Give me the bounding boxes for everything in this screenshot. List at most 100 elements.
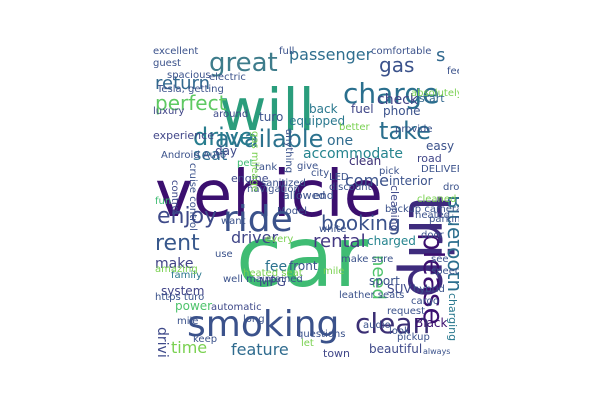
word-cloud-word: charged: [367, 234, 416, 248]
word-cloud-word: take: [379, 117, 431, 145]
word-cloud-word: end: [313, 189, 334, 202]
word-cloud-word: driving: [154, 327, 170, 358]
word-cloud-word: pickup: [397, 332, 430, 343]
word-cloud-word: Tesla, getting: [157, 84, 224, 95]
word-cloud-word: city: [311, 168, 330, 179]
word-cloud-word: start: [419, 92, 445, 105]
word-cloud-word: tank: [255, 162, 278, 173]
word-cloud-word: pet: [237, 158, 254, 169]
word-cloud-word: fuel: [351, 102, 374, 116]
word-cloud-word: cruise control: [187, 163, 198, 231]
word-cloud-word: front: [289, 259, 318, 273]
word-cloud-word: want: [221, 216, 246, 227]
word-cloud-word: phone: [383, 104, 421, 118]
word-cloud-word: every: [265, 234, 294, 245]
word-cloud-word: s: [436, 45, 446, 66]
word-cloud-word: sanitized: [261, 178, 306, 189]
word-cloud-word: vehicle: [155, 158, 383, 232]
word-cloud-word: around: [213, 109, 249, 120]
word-cloud-word: questions: [297, 329, 346, 340]
word-cloud-word: mile: [177, 316, 199, 327]
word-cloud-word: cargo: [411, 296, 440, 307]
word-cloud-word: mile: [323, 266, 345, 277]
word-cloud-word: speed: [431, 266, 459, 277]
word-cloud-word: drive: [193, 123, 254, 151]
word-cloud-word: power: [175, 299, 213, 313]
word-cloud-word: booking: [321, 211, 401, 235]
word-cloud-word: automatic: [211, 302, 262, 313]
word-cloud-word: parking: [429, 214, 459, 225]
word-cloud-word: gas mileage: [249, 131, 260, 192]
word-cloud-word: turo: [259, 110, 284, 124]
word-cloud-word: Black: [415, 316, 448, 330]
word-cloud-word: see: [431, 254, 449, 265]
word-cloud-word: door: [421, 230, 444, 241]
word-cloud-word: well maintained: [223, 274, 303, 285]
word-cloud-word: interior: [389, 174, 433, 188]
word-cloud-word: discount: [329, 182, 372, 193]
word-cloud-word: family: [171, 270, 202, 281]
word-cloud-word: heated seat: [243, 268, 303, 279]
word-cloud-word: charging: [446, 293, 459, 342]
word-cloud-word: rent: [155, 231, 200, 256]
word-cloud-word: DELIVERY: [421, 164, 459, 175]
word-cloud-word: hybrid: [413, 284, 445, 295]
word-cloud-word: engine: [231, 172, 269, 185]
word-cloud-word: smoking: [187, 304, 340, 345]
word-cloud-word: enjoy: [157, 204, 218, 229]
word-cloud-word: time: [171, 338, 208, 357]
word-cloud-word: clean: [349, 154, 382, 168]
word-cloud-word: let: [301, 338, 314, 349]
word-cloud-word: perfect: [155, 91, 227, 115]
word-cloud-word: always: [423, 347, 451, 356]
word-cloud-word: fee: [265, 259, 288, 275]
word-cloud-word: navigation: [247, 184, 300, 195]
word-cloud-word: accommodate: [303, 146, 403, 162]
word-cloud-word: luxury: [153, 106, 185, 117]
word-cloud-word: white: [319, 224, 347, 235]
word-cloud-word: will: [219, 76, 315, 144]
word-cloud-word: drop: [443, 182, 459, 193]
word-cloud-word: Model: [277, 206, 308, 217]
word-cloud-word: use: [215, 249, 233, 260]
word-cloud-word: return: [155, 73, 211, 94]
word-cloud-word: sport: [369, 274, 400, 288]
word-cloud-word: SUV: [387, 282, 412, 296]
word-cloud-word: make: [155, 256, 194, 272]
word-cloud: vehicle car trip will smoking ride charge great…: [153, 45, 459, 358]
word-cloud-word: backup camera: [385, 204, 459, 215]
word-cloud-word: LED: [329, 172, 349, 183]
word-cloud-word: heated: [415, 210, 451, 221]
word-cloud-word: driver: [231, 228, 279, 247]
word-cloud-word: audio: [363, 320, 391, 331]
word-cloud-word: available: [215, 125, 324, 153]
word-cloud-word: cleaned: [417, 194, 457, 205]
word-cloud-word: look: [389, 326, 410, 337]
word-cloud-word: gas: [379, 53, 415, 77]
word-cloud-word: Android Auto: [161, 150, 227, 161]
word-cloud-word: feature: [231, 340, 289, 358]
word-cloud-word: easy: [426, 139, 455, 153]
word-cloud-word: fun: [155, 196, 172, 207]
word-cloud-word: https turo: [155, 292, 205, 303]
word-cloud-word: system: [161, 284, 205, 298]
word-cloud-word: car: [236, 208, 369, 306]
word-cloud-word: feel: [447, 66, 459, 77]
word-cloud-word: absolutely: [411, 88, 459, 99]
word-cloud-word: provide: [395, 124, 433, 135]
word-cloud-word: spacious: [167, 70, 211, 81]
word-cloud-word: passenger: [289, 45, 373, 64]
word-cloud-word: request: [387, 306, 426, 317]
word-cloud-word: keep: [193, 334, 218, 345]
word-cloud-word: check: [377, 92, 418, 108]
word-cloud-word: come: [345, 171, 390, 190]
word-cloud-word: equipped: [289, 114, 346, 128]
word-cloud-word: clean: [355, 307, 431, 340]
word-cloud-word: ride: [223, 199, 293, 240]
word-cloud-word: excellent: [153, 46, 199, 57]
word-cloud-word: full: [279, 46, 295, 57]
word-cloud-word: allowed: [283, 189, 326, 202]
word-cloud-word: amazing: [155, 264, 198, 275]
word-cloud-word: beautiful: [369, 342, 423, 356]
